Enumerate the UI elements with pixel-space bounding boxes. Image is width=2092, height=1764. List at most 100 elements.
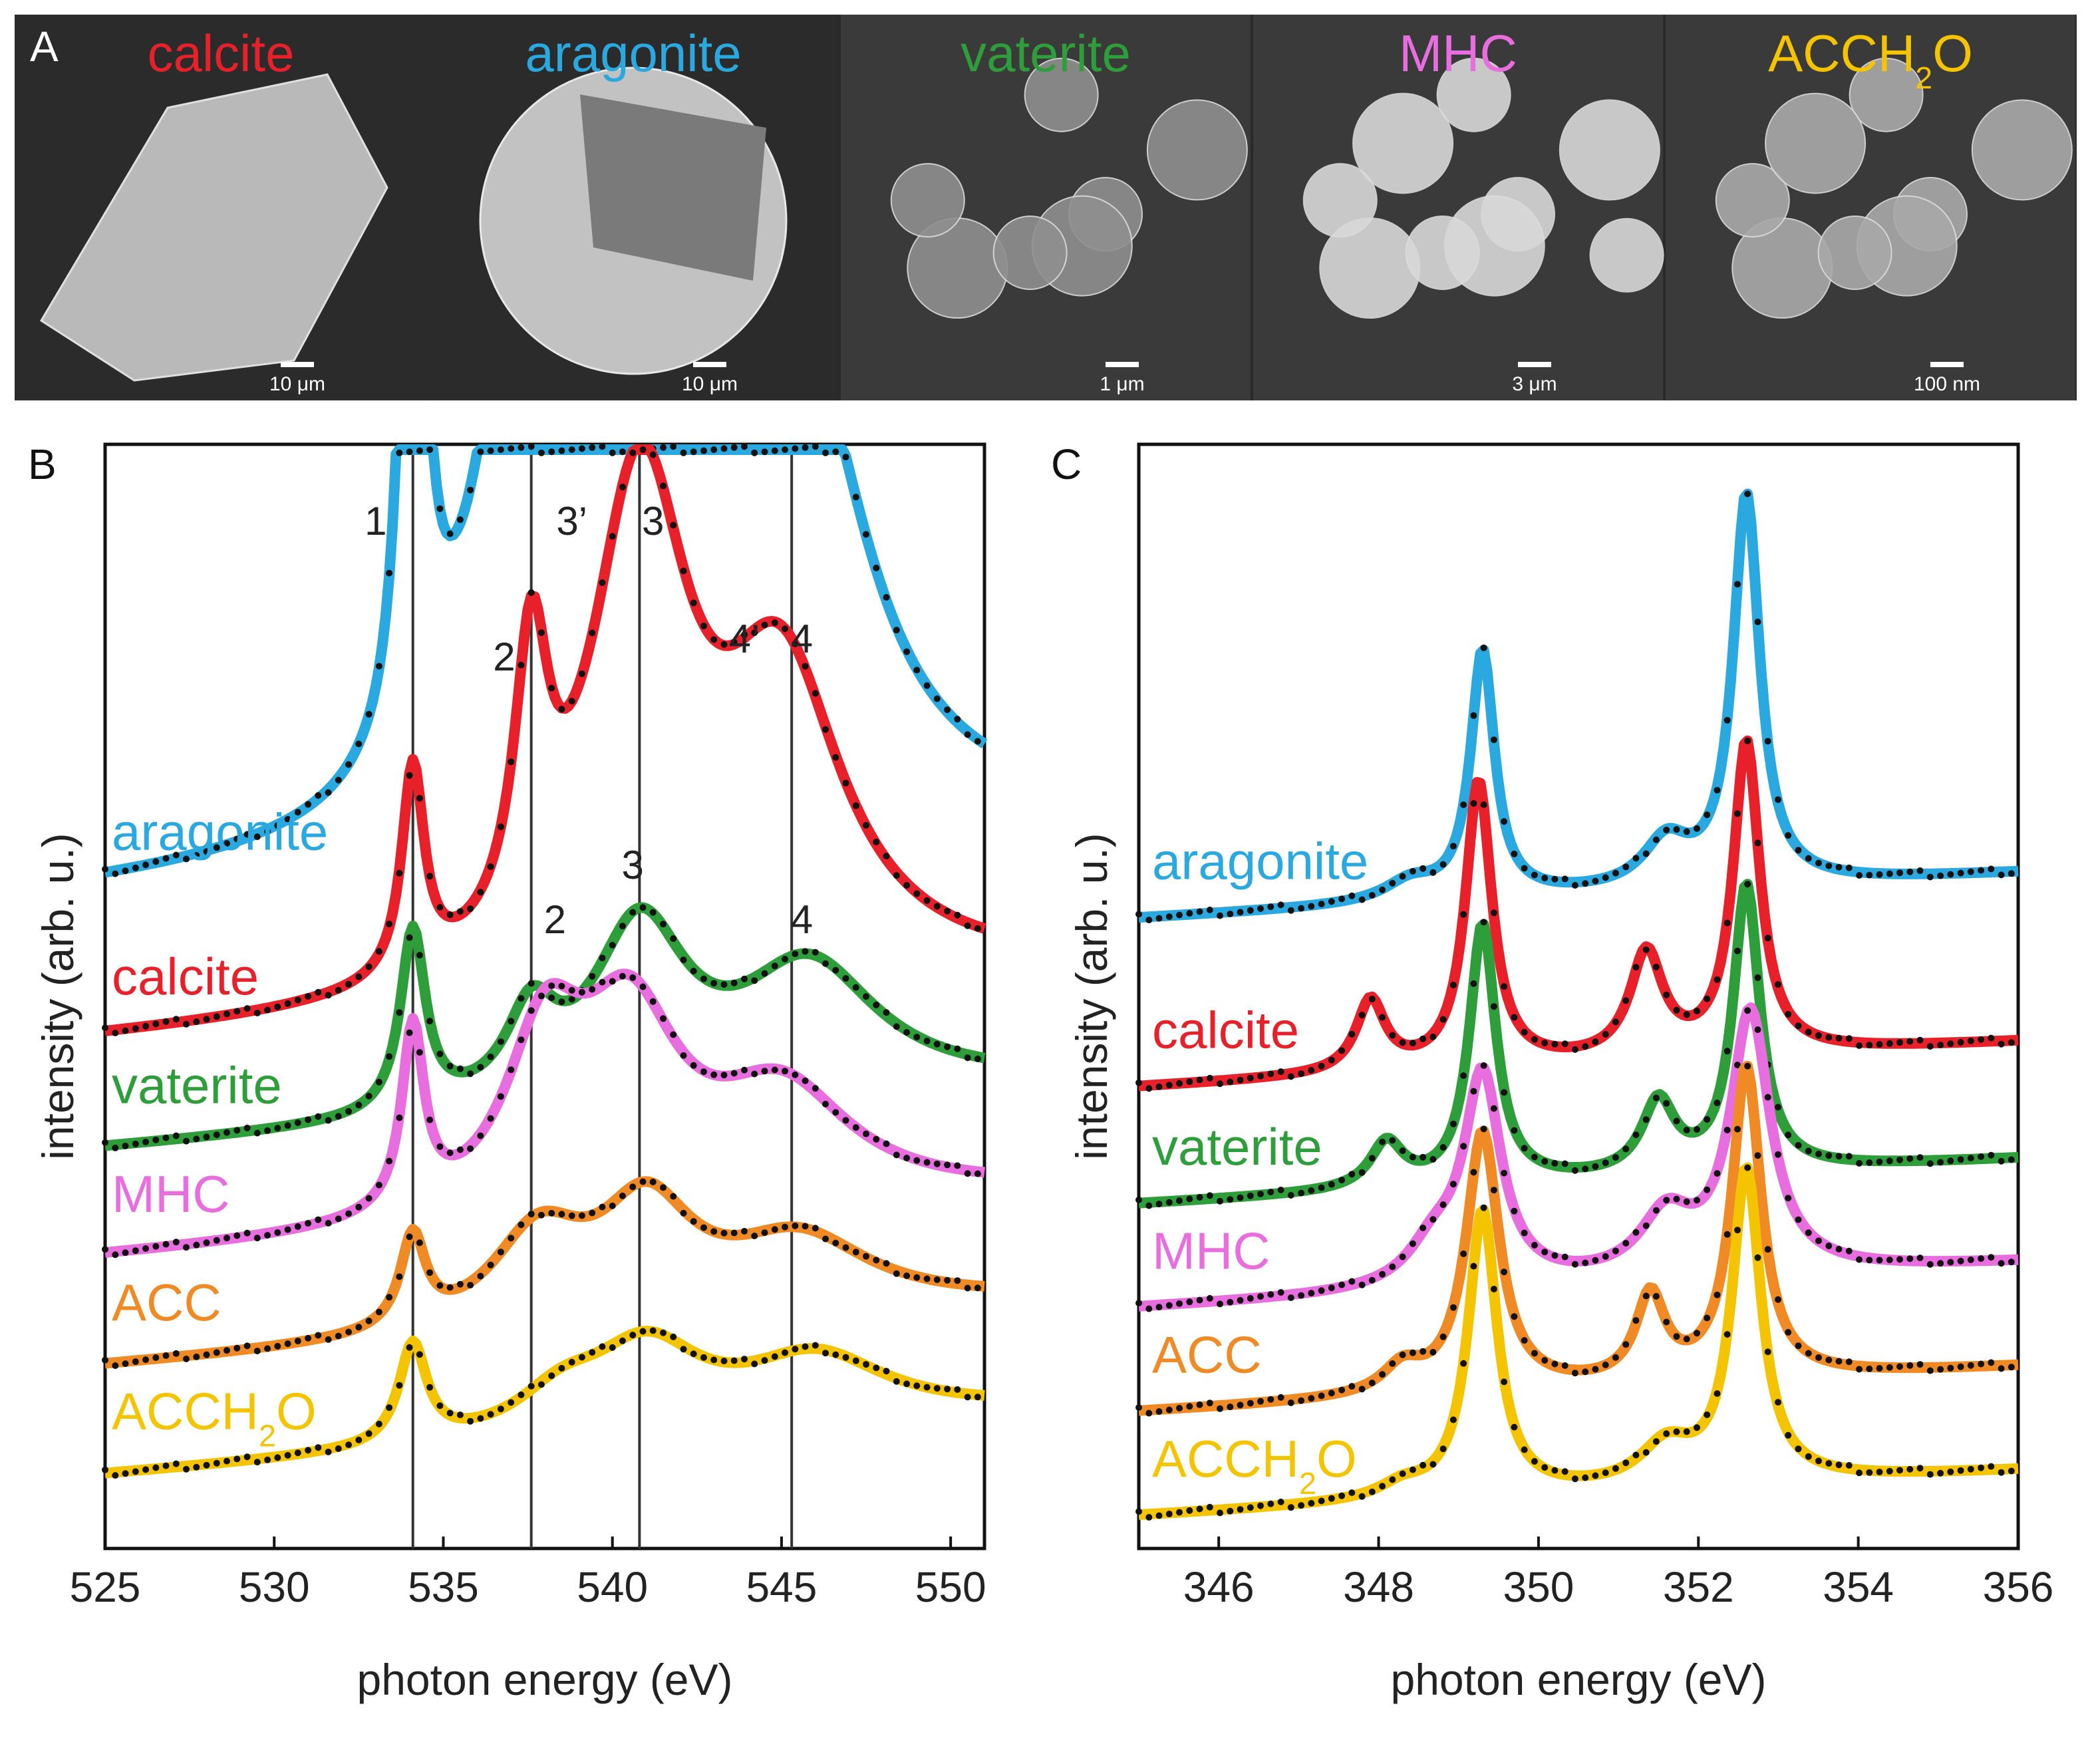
specimen-particle [1436,57,1511,132]
data-point [1967,1465,1974,1473]
data-point [761,1068,768,1075]
peak-label: 3 [642,499,664,543]
data-point [964,1054,971,1062]
data-point [741,631,748,639]
data-point [1652,1438,1660,1445]
data-point [1906,1038,1914,1045]
data-point [1805,1453,1812,1460]
data-point [152,858,160,865]
data-point [527,1211,535,1218]
data-point [1896,1363,1903,1370]
data-point [1379,1138,1386,1145]
data-point [1531,1458,1538,1465]
data-point [142,1022,149,1030]
data-point [1642,1116,1650,1123]
peak-label: 4 [791,897,813,942]
data-point [1196,1401,1203,1408]
data-point [1328,1284,1335,1292]
data-point [1744,737,1751,744]
data-point [1368,996,1376,1002]
peak-label: 2 [544,897,566,942]
data-point [639,1328,647,1335]
data-point [1277,901,1284,909]
data-point [305,1334,312,1342]
data-point [1967,868,1974,875]
data-point [1896,1039,1903,1046]
data-point [456,908,464,915]
data-point [233,1455,241,1463]
data-point [497,1405,504,1413]
data-point [1805,1350,1812,1357]
data-point [1541,875,1549,882]
data-point [710,1228,718,1235]
data-point [1227,1078,1234,1086]
data-point [690,448,697,456]
data-point [954,1277,961,1284]
data-point [527,980,535,987]
data-point [1135,1079,1142,1086]
data-point [456,1411,464,1419]
data-point [802,444,809,451]
data-point [294,809,301,816]
data-point [467,1145,474,1152]
data-point [578,1354,585,1361]
data-point [1531,1350,1538,1357]
data-point [649,1327,657,1334]
data-point [224,1235,230,1242]
data-point [741,1066,748,1074]
data-point [193,1018,200,1026]
data-point [1978,1464,1985,1471]
data-point [213,1013,220,1020]
data-point [802,1077,809,1084]
data-point [1632,1229,1640,1236]
specimen-particle [1817,215,1892,290]
data-point [1165,1302,1173,1309]
data-point [274,1229,281,1236]
panel-letter-a: A [30,23,59,71]
data-point [294,1338,301,1345]
data-point [1267,1070,1274,1078]
data-point [1663,826,1670,833]
data-point [1734,1125,1741,1133]
data-point [619,484,626,491]
data-point [1886,1364,1893,1371]
data-point [1764,1348,1771,1356]
data-point [883,594,890,601]
series-5: ACCH2O [102,1326,986,1479]
peak-label: 3 [622,843,644,887]
data-point [446,1409,454,1417]
data-point [568,698,575,705]
data-point [325,992,332,999]
data-point [1145,1409,1153,1417]
data-point [1906,1465,1914,1473]
data-point [1186,1078,1193,1086]
data-point [1876,1469,1883,1475]
series-3: MHC [1135,1002,2020,1312]
specimen-particle [1589,218,1664,293]
data-point [782,1349,788,1356]
data-point [1247,1295,1254,1302]
scale-bar [1518,362,1551,367]
data-point [1663,1318,1670,1326]
series-label: ACC [112,1273,222,1332]
data-point [1176,1080,1183,1087]
data-point [852,494,859,501]
data-point [1673,1428,1680,1435]
data-point [406,1233,413,1241]
data-point [649,909,657,916]
data-point [1835,1245,1843,1252]
data-point [1642,1449,1650,1456]
data-point [1592,1163,1599,1170]
data-point [883,853,890,860]
data-point [720,1358,728,1365]
x-tick-label: 540 [577,1563,648,1611]
data-point [771,447,778,454]
data-point [1916,1465,1924,1472]
data-point [1379,886,1386,893]
data-point [863,1252,869,1260]
data-point [1511,1423,1518,1431]
scale-bar-label: 100 nm [1914,373,1980,395]
data-point [1389,1360,1396,1367]
data-point [893,627,900,634]
data-point [933,1385,941,1392]
